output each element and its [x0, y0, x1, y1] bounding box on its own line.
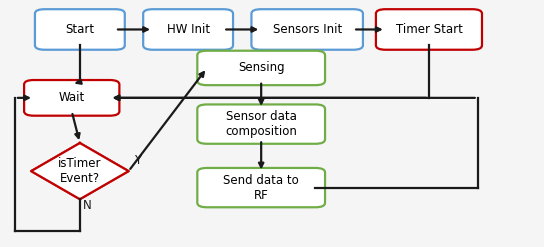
FancyBboxPatch shape — [197, 104, 325, 144]
FancyBboxPatch shape — [197, 168, 325, 207]
FancyBboxPatch shape — [143, 9, 233, 50]
Text: HW Init: HW Init — [166, 23, 209, 36]
Text: Start: Start — [65, 23, 95, 36]
Text: Sensing: Sensing — [238, 62, 285, 74]
FancyBboxPatch shape — [376, 9, 482, 50]
Text: Wait: Wait — [59, 91, 85, 104]
Text: Sensors Init: Sensors Init — [273, 23, 342, 36]
Text: Sensor data
composition: Sensor data composition — [225, 110, 297, 138]
FancyBboxPatch shape — [24, 80, 119, 116]
Text: Send data to
RF: Send data to RF — [223, 174, 299, 202]
FancyBboxPatch shape — [35, 9, 125, 50]
FancyBboxPatch shape — [251, 9, 363, 50]
Text: Timer Start: Timer Start — [395, 23, 462, 36]
Polygon shape — [31, 143, 128, 199]
Text: Y: Y — [134, 154, 141, 167]
Text: isTimer
Event?: isTimer Event? — [58, 157, 102, 185]
FancyBboxPatch shape — [197, 51, 325, 85]
Text: N: N — [83, 199, 91, 212]
